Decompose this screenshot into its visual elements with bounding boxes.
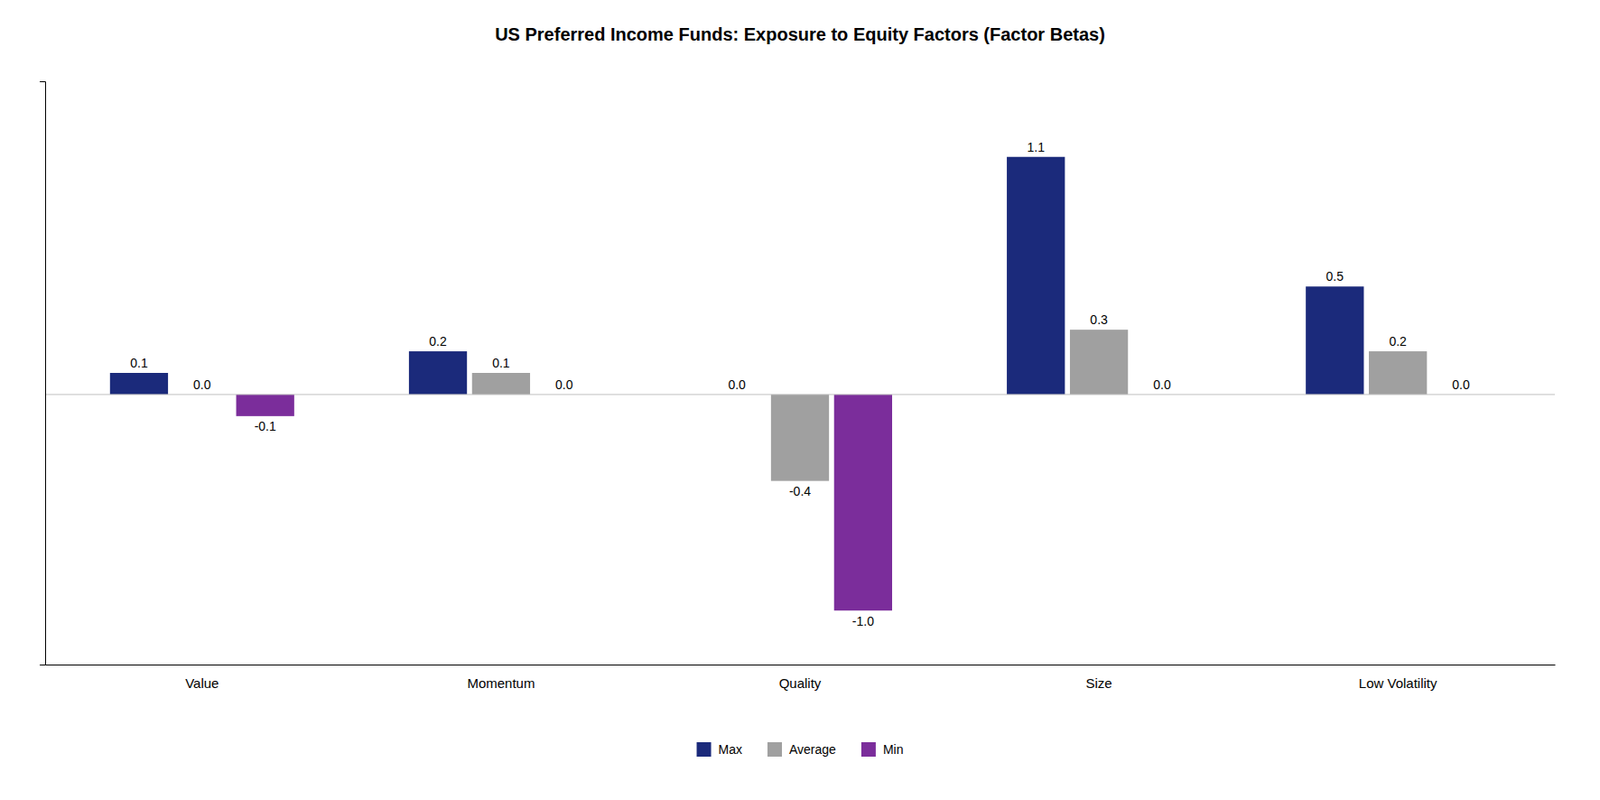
x-axis: Value Momentum Quality Size Low Volatility (46, 665, 1556, 691)
x-tick: Size (1085, 675, 1112, 691)
baseline (45, 393, 1555, 395)
data-label: 0.0 (727, 377, 746, 392)
legend-swatch (767, 742, 782, 757)
legend-swatch (861, 742, 876, 757)
data-label: 0.2 (428, 334, 447, 349)
legend-swatch (697, 742, 712, 757)
bar (1006, 157, 1065, 395)
data-label: 0.1 (492, 355, 511, 371)
legend-item: Average (767, 742, 837, 757)
data-label: 0.1 (130, 355, 149, 371)
x-tick: Momentum (466, 675, 535, 691)
legend-item: Min (861, 742, 904, 757)
bars (110, 157, 1428, 611)
data-label: 0.0 (193, 377, 212, 392)
legend: Max Average Min (697, 742, 904, 757)
data-label: 0.2 (1388, 334, 1407, 349)
x-tick-label: Low Volatility (1358, 675, 1438, 691)
data-label: 0.0 (1451, 377, 1470, 392)
x-tick-label: Size (1085, 675, 1112, 691)
x-tick: Low Volatility (1358, 675, 1438, 691)
data-label: 0.0 (555, 377, 574, 392)
bar (771, 394, 829, 482)
x-axis-line (46, 664, 1556, 666)
legend-label: Average (789, 742, 837, 757)
x-tick-label: Value (185, 675, 219, 691)
bar (472, 372, 531, 395)
bar-series (472, 329, 1428, 481)
data-label: 0.3 (1089, 312, 1108, 327)
data-label: 1.1 (1026, 139, 1045, 155)
data-label: 0.0 (1153, 377, 1172, 392)
legend-item: Max (697, 742, 743, 757)
y-axis (39, 82, 47, 666)
data-labels: 0.1 0.2 0.0 1.1 0.5 0.0 0.1 -0.4 0.3 0.2 -0.1 0.0 -1… (130, 139, 1470, 629)
bar (409, 351, 467, 395)
x-tick-label: Quality (779, 675, 822, 691)
bar (1069, 329, 1128, 395)
y-axis-line (39, 82, 47, 666)
x-tick: Value (185, 675, 219, 691)
x-tick-label: Momentum (466, 675, 535, 691)
legend-label: Max (718, 742, 743, 757)
data-label: -0.1 (254, 418, 277, 434)
bar (1305, 286, 1364, 395)
bar-series (110, 157, 1365, 395)
legend-label: Min (883, 742, 904, 757)
data-label: -1.0 (852, 613, 875, 629)
data-label: -0.4 (789, 483, 811, 499)
title: US Preferred Income Funds: Exposure to E… (494, 24, 1106, 45)
x-tick: Quality (779, 675, 822, 691)
bar (1368, 351, 1427, 395)
data-label: 0.5 (1326, 269, 1345, 284)
bar (834, 394, 893, 611)
bar (110, 372, 168, 395)
bar (236, 394, 295, 417)
chart: US Preferred Income Funds: Exposure to E… (0, 0, 1600, 800)
bar-series (236, 394, 893, 611)
